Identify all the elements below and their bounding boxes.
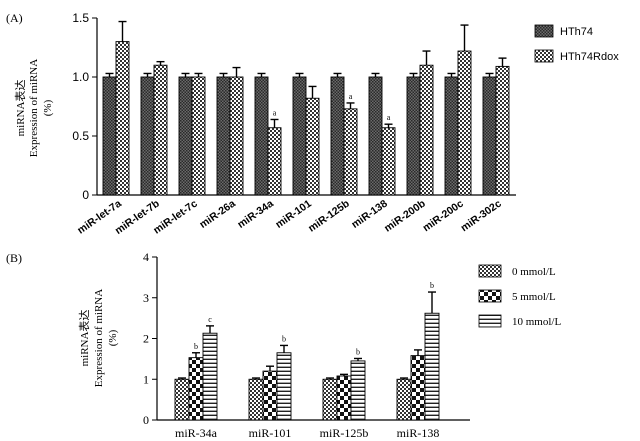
significance-label-a-1: a <box>349 92 353 101</box>
significance-label-a-2: a <box>387 113 391 122</box>
legend-a: HTh74 HTh74Rdox <box>534 24 619 63</box>
y-axis-label-cn-b: miRNA表达 <box>77 310 91 367</box>
x-tick-label-mir-26a: miR-26a <box>197 198 237 231</box>
y-tick-label-b-0: 0 <box>143 413 149 427</box>
significance-label-b-0: b <box>194 342 198 351</box>
bar-mir-200c-hth74rdox <box>457 50 472 196</box>
y-tick-label-a-2: 1.0 <box>72 70 89 84</box>
bar-mir-101-hth74rdox <box>305 97 320 196</box>
legend-b: 0 mmol/L 5 mmol/L 10 mmol/L <box>478 264 561 328</box>
legend-swatch-hth74 <box>534 24 554 38</box>
bar-mir-let-7a-hth74rdox <box>115 41 130 196</box>
bar-mir-34a-hth74 <box>254 76 269 196</box>
legend-swatch-10mmol <box>478 314 502 328</box>
x-tick-label-mir-138: miR-138 <box>397 426 440 440</box>
panel-label-b: (B) <box>6 251 22 265</box>
bar-mir-let-7a-hth74 <box>102 76 117 196</box>
x-tick-label-mir-200b: miR-200b <box>382 198 428 235</box>
bar-mir-138-5-mmol-l <box>410 355 426 421</box>
x-tick-label-mir-200c: miR-200c <box>421 198 466 235</box>
y-axis-label-cn-a: miRNA表达 <box>13 80 27 137</box>
bar-mir-101-0-mmol-l <box>248 378 264 421</box>
y-axis-label-unit-a: (%) <box>42 99 54 116</box>
y-tick-label-b-4: 4 <box>143 250 149 264</box>
bar-mir-26a-hth74 <box>216 76 231 196</box>
y-tick-label-b-2: 2 <box>143 332 149 346</box>
y-tick-label-a-1: 0.5 <box>72 129 89 143</box>
bar-mir-101-10-mmol-l <box>276 352 292 421</box>
bar-mir-let-7b-hth74 <box>140 76 155 196</box>
bar-mir-34a-5-mmol-l <box>188 357 204 421</box>
y-tick-label-b-1: 1 <box>143 372 149 386</box>
bar-mir-let-7c-hth74 <box>178 76 193 196</box>
y-tick-label-b-3: 3 <box>143 291 149 305</box>
bar-mir-125b-0-mmol-l <box>322 378 338 421</box>
bar-mir-101-hth74 <box>292 76 307 196</box>
x-tick-label-mir-302c: miR-302c <box>459 198 504 235</box>
significance-label-b-1: c <box>208 315 212 324</box>
significance-label-b-4: b <box>430 281 434 290</box>
panel-a: (A) miRNA表达 Expression of miRNA (%) 0 0.5… <box>6 11 619 237</box>
bar-mir-26a-hth74rdox <box>229 76 244 196</box>
legend-label-hth74rdox: HTh74Rdox <box>560 51 619 63</box>
bar-mir-34a-10-mmol-l <box>202 332 218 421</box>
panel-label-a: (A) <box>6 11 23 25</box>
bar-mir-138-hth74 <box>368 76 383 196</box>
x-tick-label-mir-125b: miR-125b <box>306 198 352 235</box>
x-tick-label-mir-101: miR-101 <box>249 426 292 440</box>
bar-mir-302c-hth74 <box>482 76 497 196</box>
bar-mir-200b-hth74rdox <box>419 64 434 196</box>
bar-mir-125b-hth74rdox <box>343 108 358 196</box>
panel-b: (B) miRNA表达 Expression of miRNA (%) 0 1 2 3… <box>6 250 561 440</box>
bar-mir-125b-hth74 <box>330 76 345 196</box>
bar-mir-let-7c-hth74rdox <box>191 76 206 196</box>
legend-label-10mmol: 10 mmol/L <box>512 316 561 328</box>
bar-mir-125b-10-mmol-l <box>350 360 366 421</box>
y-tick-label-a-3: 1.5 <box>72 11 89 25</box>
legend-label-0mmol: 0 mmol/L <box>512 266 556 278</box>
significance-label-b-2: b <box>282 334 286 343</box>
bar-mir-34a-0-mmol-l <box>174 378 190 421</box>
bar-mir-138-0-mmol-l <box>396 378 412 421</box>
significance-label-a-0: a <box>273 108 277 117</box>
legend-swatch-0mmol <box>478 264 502 278</box>
bar-mir-200b-hth74 <box>406 76 421 196</box>
y-tick-label-a-0: 0 <box>82 188 89 202</box>
x-tick-label-mir-34a: miR-34a <box>175 426 218 440</box>
y-axis-label-unit-b: (%) <box>107 329 119 346</box>
bar-mir-138-10-mmol-l <box>424 312 440 421</box>
bar-mir-138-hth74rdox <box>381 127 396 196</box>
bar-mir-200c-hth74 <box>444 76 459 196</box>
bar-mir-101-5-mmol-l <box>262 370 278 421</box>
legend-label-5mmol: 5 mmol/L <box>512 291 556 303</box>
y-axis-label-en-a: Expression of miRNA <box>28 59 40 157</box>
bar-mir-302c-hth74rdox <box>495 65 510 196</box>
legend-swatch-hth74rdox <box>534 49 554 63</box>
y-axis-label-en-b: Expression of miRNA <box>93 289 105 387</box>
bar-mir-125b-5-mmol-l <box>336 375 352 421</box>
x-tick-label-mir-125b: miR-125b <box>320 426 369 440</box>
bar-mir-34a-hth74rdox <box>267 127 282 196</box>
x-tick-label-mir-34a: miR-34a <box>235 198 275 231</box>
legend-swatch-5mmol <box>478 289 502 303</box>
legend-label-hth74: HTh74 <box>560 26 593 38</box>
bar-mir-let-7b-hth74rdox <box>153 64 168 196</box>
significance-label-b-3: b <box>356 347 360 356</box>
